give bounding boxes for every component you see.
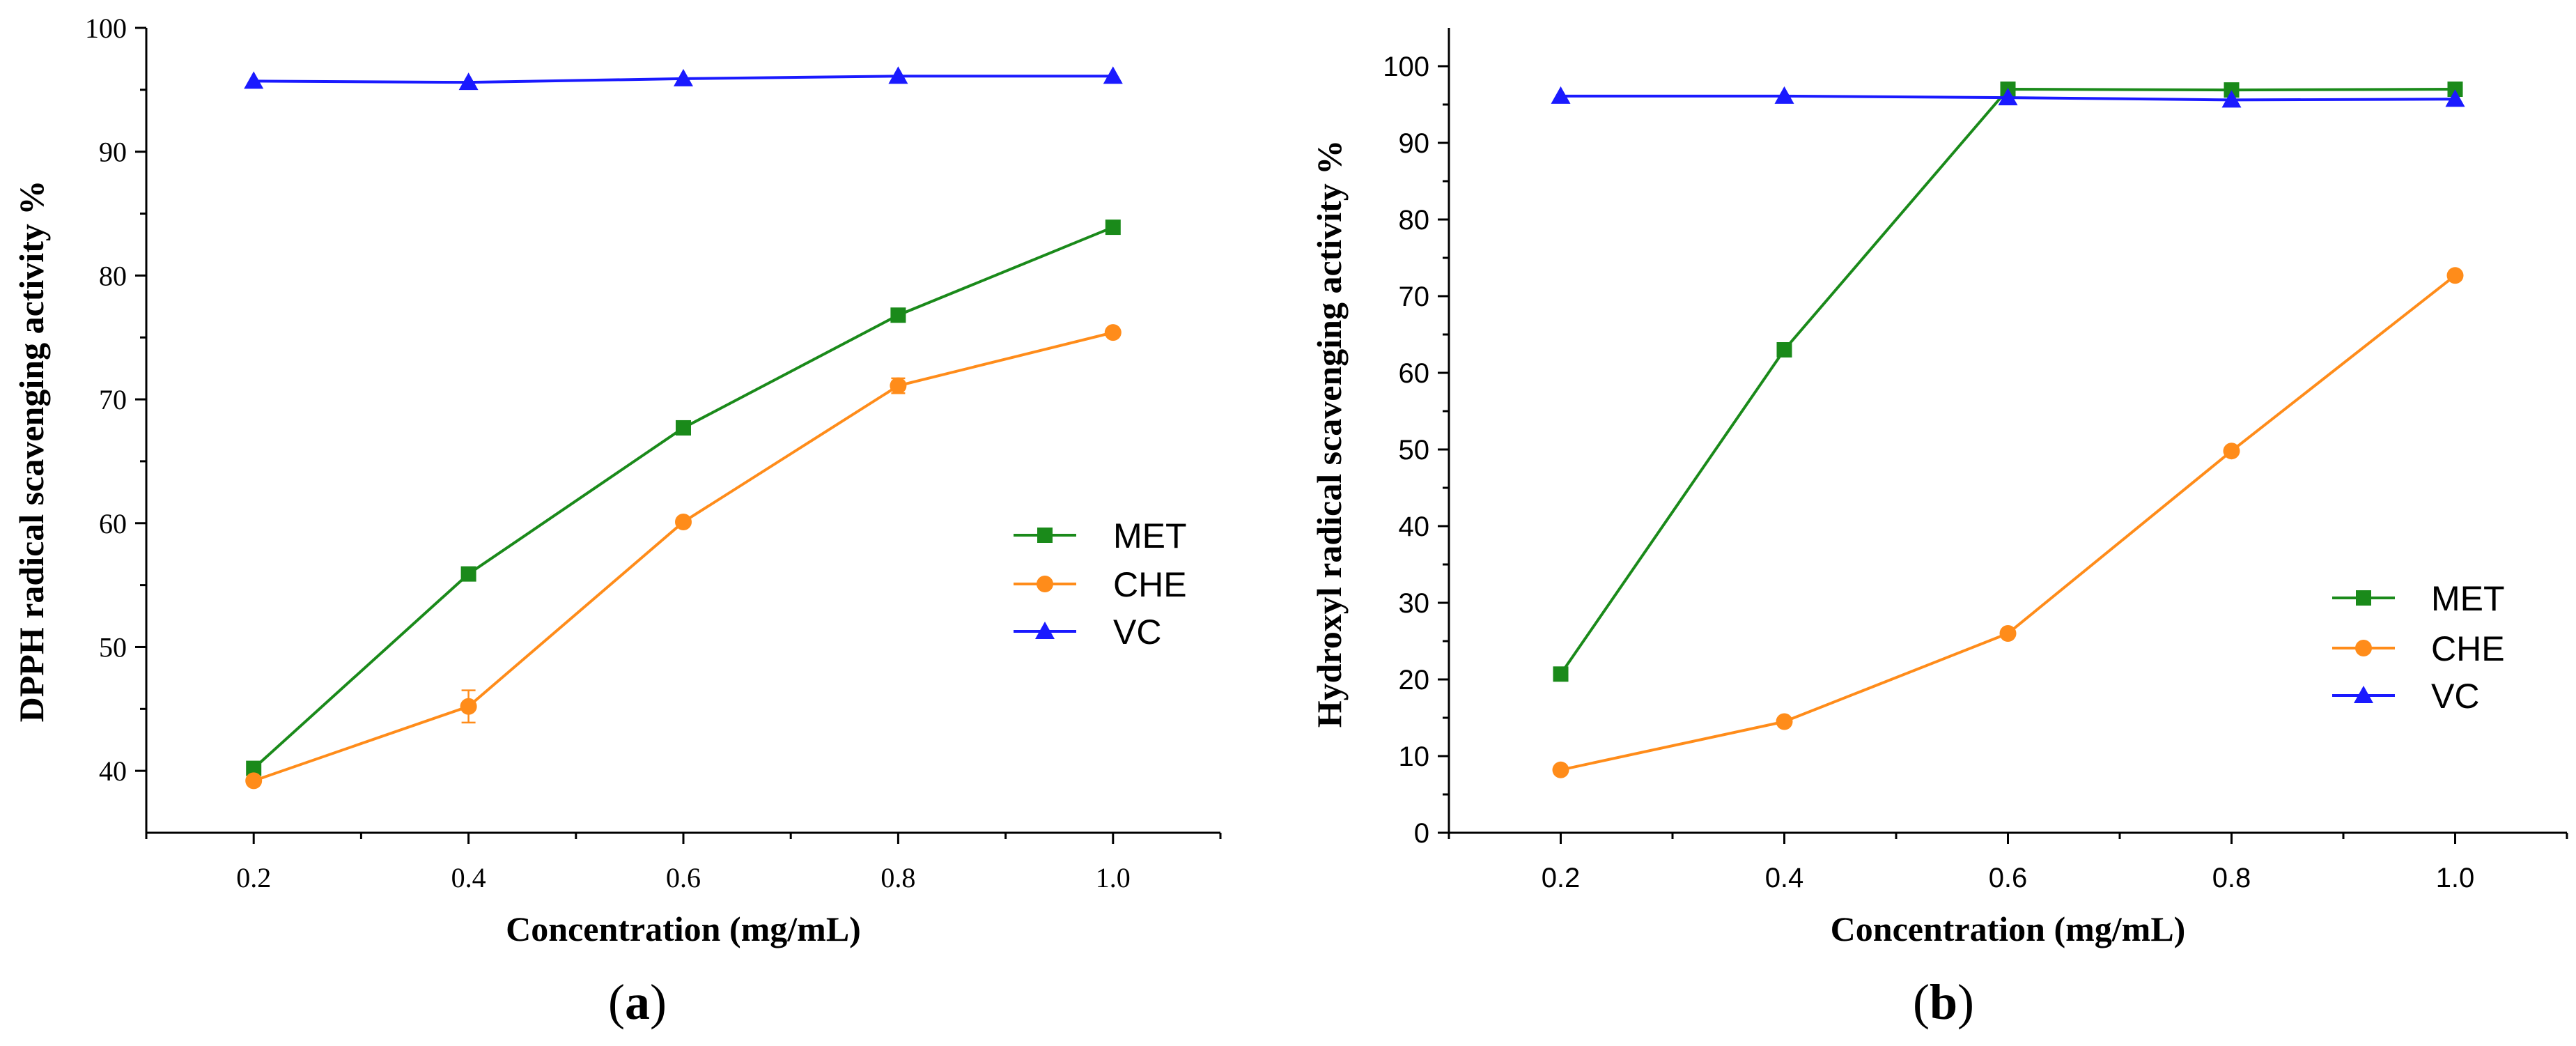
data-point <box>1776 342 1792 357</box>
y-axis-title: DPPH radical scavenging activity % <box>12 180 51 723</box>
legend-label: VC <box>2431 677 2479 716</box>
data-point <box>1998 88 2018 106</box>
data-point <box>460 566 476 582</box>
y-tick-label: 60 <box>1399 358 1430 389</box>
x-tick-label: 0.6 <box>1989 863 2028 893</box>
x-tick-label: 1.0 <box>1096 862 1131 893</box>
data-point <box>1104 324 1122 341</box>
legend-marker <box>1035 622 1055 639</box>
x-tick-label: 0.2 <box>236 862 271 893</box>
data-point <box>2446 267 2464 284</box>
legend: MET CHE VC <box>1014 516 1187 652</box>
y-tick-label: 70 <box>1399 282 1430 312</box>
data-point <box>888 66 908 84</box>
x-tick-label: 0.4 <box>1765 863 1804 893</box>
data-point <box>1105 220 1121 236</box>
series-line <box>253 331 1114 783</box>
series-che <box>1552 267 2464 778</box>
data-point <box>2445 89 2465 107</box>
y-tick-label: 0 <box>1414 818 1429 849</box>
series-che <box>245 324 1122 790</box>
y-tick-label: 40 <box>99 755 127 787</box>
legend-marker <box>1037 576 1053 592</box>
y-tick-label: 60 <box>99 508 127 539</box>
series-met <box>1553 82 2463 682</box>
data-point <box>458 72 479 91</box>
data-point <box>2221 90 2242 108</box>
panel-label-open: ( <box>1913 974 1930 1030</box>
legend: MET CHE VC <box>2332 579 2505 716</box>
y-tick-label: 80 <box>1399 205 1430 236</box>
y-tick-label: 70 <box>99 384 127 415</box>
x-tick-label: 0.2 <box>1542 863 1581 893</box>
x-tick-label: 0.8 <box>880 862 915 893</box>
y-tick-label: 100 <box>1383 52 1429 82</box>
y-tick-label: 40 <box>1399 512 1430 542</box>
y-axis-title: Hydroxyl radical scavenging activity % <box>1310 140 1349 728</box>
y-tick-label: 50 <box>99 631 127 663</box>
data-point <box>2223 443 2240 460</box>
panel-label: (b) <box>1913 974 1974 1030</box>
y-tick-label: 10 <box>1399 741 1430 772</box>
data-point <box>890 307 906 323</box>
y-tick-label: 80 <box>99 260 127 291</box>
data-point <box>1103 66 1123 84</box>
data-point <box>674 68 693 86</box>
y-tick-label: 90 <box>1399 128 1430 159</box>
series-line <box>1560 274 2456 771</box>
legend-label: MET <box>1113 516 1187 555</box>
legend-label: VC <box>1113 613 1161 652</box>
data-point <box>244 71 264 89</box>
x-axis-title: Concentration (mg/mL) <box>1831 909 2186 948</box>
y-tick-label: 100 <box>85 13 127 44</box>
legend-label: CHE <box>1113 565 1187 604</box>
y-tick-label: 50 <box>1399 435 1430 466</box>
data-point <box>460 698 477 715</box>
panel-b: 0 10 20 30 40 50 60 70 80 90 100 0.2 0.4 0.6 0.8 1.0 Con… <box>1310 28 2568 1030</box>
data-point <box>1551 86 1571 104</box>
y-tick-label: 30 <box>1399 588 1430 619</box>
series-met <box>246 220 1121 776</box>
y-tick-label: 20 <box>1399 665 1430 695</box>
panel-label-letter: a <box>625 974 650 1030</box>
legend-label: MET <box>2431 579 2505 618</box>
legend-marker <box>2355 640 2372 656</box>
legend-marker <box>2354 686 2373 703</box>
data-point <box>245 772 263 790</box>
data-point <box>1553 666 1569 682</box>
data-point <box>246 760 262 776</box>
data-point <box>675 513 692 530</box>
x-tick-label: 1.0 <box>2436 863 2475 893</box>
panel-label-close: ) <box>650 974 667 1030</box>
legend-marker <box>1037 528 1053 543</box>
panel-label-open: ( <box>608 974 625 1030</box>
x-tick-label: 0.8 <box>2212 863 2251 893</box>
panel-label-close: ) <box>1957 974 1974 1030</box>
legend-marker <box>2356 590 2371 606</box>
y-tick-label: 90 <box>99 137 127 168</box>
series-line <box>252 226 1114 770</box>
panel-label-letter: b <box>1930 974 1957 1030</box>
x-axis-title: Concentration (mg/mL) <box>506 909 861 948</box>
panel-label: (a) <box>608 974 667 1030</box>
data-point <box>1776 713 1793 730</box>
data-point <box>1774 86 1794 104</box>
panel-a: 40 50 60 70 80 90 100 0.2 0.4 0.6 0.8 1.0 Concentrat… <box>12 13 1222 1030</box>
data-point <box>2224 82 2240 98</box>
data-point <box>1552 761 1569 778</box>
series-vc <box>244 66 1123 91</box>
series-vc <box>1551 86 2465 108</box>
legend-label: CHE <box>2431 629 2505 668</box>
data-point <box>1999 625 2017 642</box>
x-tick-label: 0.4 <box>451 862 486 893</box>
data-point <box>890 377 907 394</box>
data-point <box>2447 82 2463 97</box>
data-point <box>676 420 691 436</box>
x-tick-label: 0.6 <box>666 862 701 893</box>
